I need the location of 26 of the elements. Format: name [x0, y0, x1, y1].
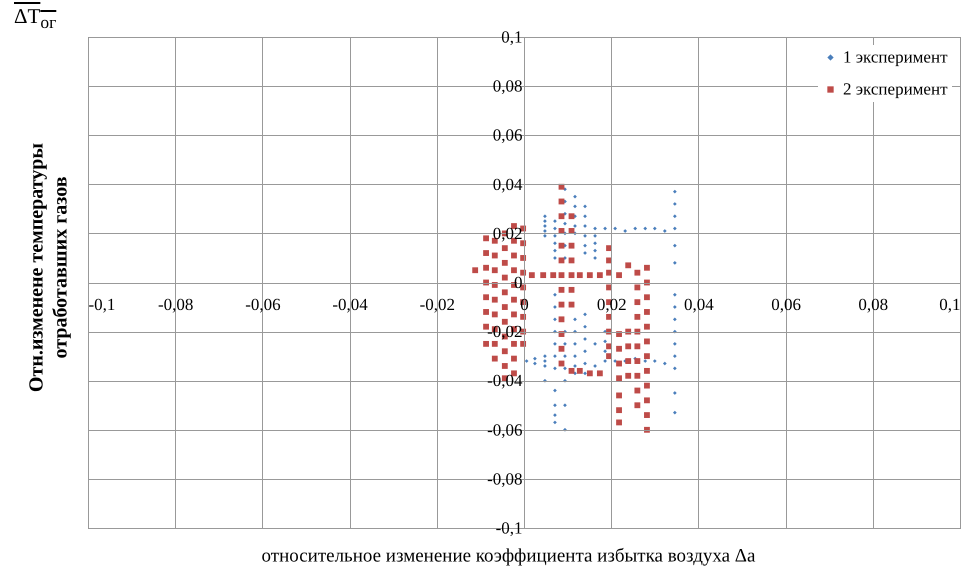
y-tick-label: 0,08 [492, 76, 522, 96]
legend-label: 2 эксперимент [843, 80, 948, 98]
text: ΔT$_{ог}$ [14, 4, 56, 34]
y-tick-label: 0,06 [492, 126, 522, 145]
x-axis-title: относительное изменение коэффициента избытка воздуха Δa [262, 546, 756, 566]
y-axis-title: Отн.изменене температуры отработавших газов [26, 142, 72, 392]
x-tick-label: -0,08 [158, 295, 194, 314]
y-tick-label: -0,08 [487, 469, 522, 488]
y-tick-label: -0,02 [487, 322, 522, 342]
y-tick-label: 0,04 [492, 174, 523, 194]
y-tick-label: 0,02 [492, 224, 522, 243]
legend-label: 1 эксперимент [843, 48, 948, 66]
x-tick-label: 0,06 [771, 295, 801, 314]
x-tick-label: -0,06 [245, 295, 281, 314]
x-tick-label: -0,02 [420, 295, 456, 314]
x-tick-label: -0,1 [88, 295, 116, 314]
y-tick-label: 0,1 [501, 28, 522, 46]
x-tick-label: 0,08 [858, 295, 888, 314]
x-tick-label: -0,04 [332, 295, 368, 314]
y-tick-label: -0,06 [487, 420, 522, 440]
y-tick-label: 0 [514, 273, 522, 292]
x-tick-label: 0,1 [939, 295, 960, 314]
y-tick-label: -0,04 [487, 371, 523, 390]
y-tick-label: -0,1 [496, 518, 522, 538]
x-tick-label: 0,02 [596, 295, 627, 314]
x-tick-label: 0,04 [684, 295, 714, 314]
